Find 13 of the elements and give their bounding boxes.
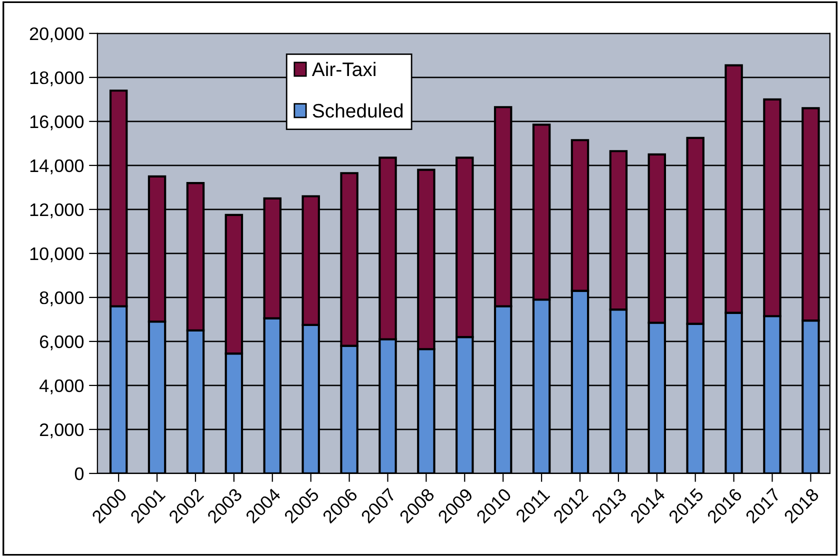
- y-tick-label: 8,000: [40, 291, 84, 306]
- y-tick-label: 4,000: [39, 379, 84, 394]
- y-tick-label: 6,000: [40, 335, 84, 350]
- y-tick-label: 20,000: [30, 27, 84, 42]
- y-tick-label: 0: [74, 467, 84, 480]
- legend-label: Scheduled: [312, 103, 403, 118]
- y-tick-label: 16,000: [30, 115, 84, 130]
- y-tick-label: 12,000: [30, 203, 84, 218]
- y-tick-label: 18,000: [30, 71, 84, 86]
- y-tick-label: 2,000: [40, 423, 84, 438]
- y-tick-label: 10,000: [30, 247, 84, 262]
- legend-label: Air-Taxi: [312, 62, 376, 76]
- y-tick-label: 14,000: [30, 159, 84, 174]
